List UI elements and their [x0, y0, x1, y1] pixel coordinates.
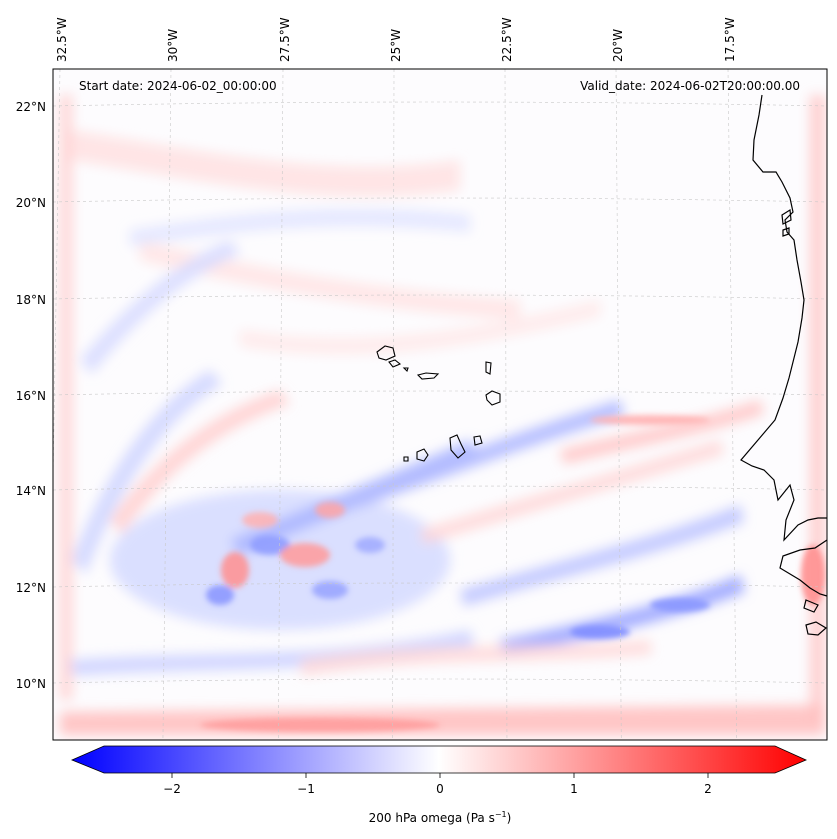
- island-sao-nicolau: [416, 372, 440, 380]
- island-sal: [485, 361, 492, 375]
- meridian-line: [392, 69, 395, 740]
- lon-tick-label: 25°W: [389, 29, 403, 62]
- meridian-line: [615, 69, 622, 740]
- island-fogo: [416, 448, 429, 462]
- meridian-line: [162, 69, 172, 740]
- meridian-line: [504, 69, 508, 740]
- omega-field: [60, 95, 825, 735]
- cape-verde-islands: [376, 345, 501, 462]
- lat-tick-label: 14°N: [16, 484, 46, 498]
- lon-tick-label: 22.5°W: [500, 17, 514, 62]
- coastline: [740, 94, 828, 636]
- guinea-islands: [803, 599, 828, 636]
- lon-tick-label: 27.5°W: [278, 17, 292, 62]
- parallel-line: [53, 390, 827, 396]
- lat-tick-label: 16°N: [16, 389, 46, 403]
- map-frame: [52, 68, 828, 741]
- lat-tick-label: 12°N: [16, 581, 46, 595]
- lon-tick-label: 20°W: [611, 29, 625, 62]
- lon-tick-label: 32.5°W: [55, 17, 69, 62]
- island-brava: [403, 456, 409, 462]
- start-date-label: Start date: 2024-06-02_00:00:00: [79, 79, 277, 93]
- colorbar-tick-label: −2: [163, 782, 181, 796]
- parallel-line: [53, 582, 827, 588]
- colorbar-tick-label: −1: [297, 782, 315, 796]
- meridian-line: [727, 69, 737, 740]
- lat-tick-label: 20°N: [16, 196, 46, 210]
- colorbar-title: 200 hPa omega (Pa s−1): [369, 810, 512, 825]
- island-santiago: [449, 434, 466, 459]
- africa-coast-south: [779, 539, 828, 597]
- lon-tick-label: 17.5°W: [723, 17, 737, 62]
- parallel-line: [53, 485, 827, 491]
- lat-tick-labels: 22°N 20°N 18°N 16°N 14°N 12°N 10°N: [16, 100, 46, 691]
- island-boa-vista: [485, 390, 501, 406]
- lat-tick-label: 10°N: [16, 677, 46, 691]
- colorbar-tick-label: 2: [704, 782, 712, 796]
- colorbar: −2 −1 0 1 2 200 hPa omega (Pa s−1): [70, 745, 808, 825]
- island-santa-luzia: [402, 367, 409, 373]
- colorbar-tick-label: 1: [570, 782, 578, 796]
- colorbar-gradient: [70, 745, 808, 774]
- lon-tick-labels: 32.5°W 30°W 27.5°W 25°W 22.5°W 20°W 17.5…: [55, 17, 737, 62]
- coastal-islands: [781, 208, 792, 237]
- parallel-line: [53, 101, 827, 107]
- lon-tick-label: 30°W: [166, 29, 180, 62]
- island-sao-vicente: [388, 359, 402, 368]
- island-santo-antao: [376, 345, 396, 361]
- africa-coast: [740, 94, 827, 542]
- gridlines: [53, 69, 827, 740]
- parallel-line: [53, 197, 827, 203]
- island-maio: [473, 435, 483, 446]
- parallel-line: [53, 294, 827, 300]
- lat-tick-label: 22°N: [16, 100, 46, 114]
- valid-date-label: Valid_date: 2024-06-02T20:00:00.00: [580, 79, 800, 93]
- lat-tick-label: 18°N: [16, 293, 46, 307]
- meridian-line: [277, 69, 284, 740]
- colorbar-tick-label: 0: [436, 782, 444, 796]
- parallel-line: [53, 678, 827, 684]
